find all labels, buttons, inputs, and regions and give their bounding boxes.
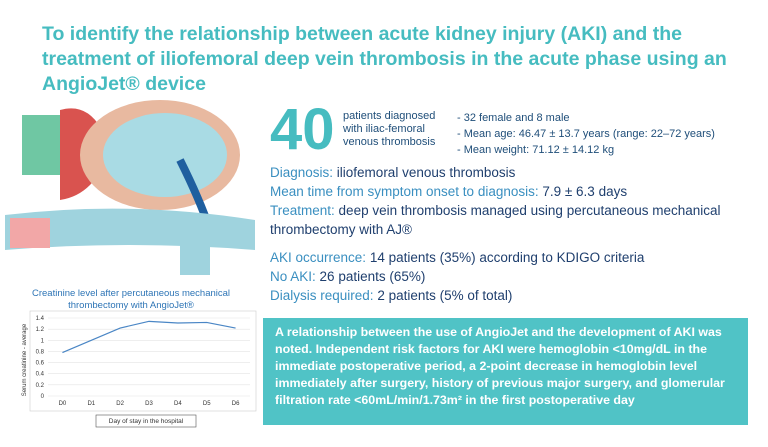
- x-tick-label: D6: [232, 401, 240, 407]
- y-tick-label: 0: [41, 394, 45, 400]
- y-tick-label: 0.2: [36, 383, 45, 389]
- fact-label: Dialysis required:: [270, 288, 374, 303]
- fact-label: No AKI:: [270, 269, 316, 284]
- x-tick-label: D2: [116, 401, 124, 407]
- facts: Diagnosis: iliofemoral venous thrombosis…: [270, 163, 740, 239]
- y-tick-label: 1.2: [36, 327, 45, 333]
- x-tick-label: D1: [87, 401, 95, 407]
- conclusion: A relationship between the use of AngioJ…: [263, 318, 748, 425]
- fact-value: deep vein thrombosis managed using percu…: [270, 203, 721, 237]
- y-tick-label: 1.4: [36, 316, 45, 322]
- fact-value: iliofemoral venous thrombosis: [336, 165, 516, 180]
- x-tick-label: D5: [203, 401, 211, 407]
- fact: Mean time from symptom onset to diagnosi…: [270, 182, 740, 201]
- patient-description: patients diagnosed with iliac-femoral ve…: [343, 110, 436, 148]
- x-tick-label: D3: [145, 401, 153, 407]
- fact-label: Diagnosis:: [270, 165, 334, 180]
- fact: Diagnosis: iliofemoral venous thrombosis: [270, 163, 740, 182]
- fact: Dialysis required: 2 patients (5% of tot…: [270, 286, 740, 305]
- fact-label: Treatment:: [270, 203, 335, 218]
- detail: - 32 female and 8 male: [457, 112, 570, 124]
- y-tick-label: 0.4: [36, 372, 45, 378]
- kidney-illustration: [5, 100, 255, 275]
- fact-label: AKI occurrence:: [270, 250, 367, 265]
- detail: - Mean weight: 71.12 ± 14.12 kg: [457, 144, 615, 156]
- detail: - Mean age: 46.47 ± 13.7 years (range: 2…: [457, 128, 715, 140]
- fact-value: 2 patients (5% of total): [377, 288, 513, 303]
- chart-title: Creatinine level after percutaneous mech…: [32, 288, 230, 311]
- y-tick-label: 0.8: [36, 349, 45, 355]
- y-tick-label: 1: [41, 338, 45, 344]
- y-axis-label: Serum creatinine - average: [22, 323, 28, 396]
- fact: Treatment: deep vein thrombosis managed …: [270, 201, 740, 239]
- line: [62, 320, 236, 354]
- fact: AKI occurrence: 14 patients (35%) accord…: [270, 248, 740, 267]
- fact-value: 26 patients (65%): [319, 269, 426, 284]
- outcomes: AKI occurrence: 14 patients (35%) accord…: [270, 248, 740, 305]
- patient-count: 40: [270, 97, 335, 162]
- fact-value: 14 patients (35%) according to KDIGO cri…: [369, 250, 645, 265]
- plot-frame: [29, 310, 257, 412]
- patient-details: - 32 female and 8 male - Mean age: 46.47 …: [457, 110, 715, 158]
- fact: No AKI: 26 patients (65%): [270, 267, 740, 286]
- x-axis-label: Day of stay in the hospital: [109, 418, 184, 425]
- title: To identify the relationship between acu…: [42, 23, 727, 95]
- x-tick-label: D0: [59, 401, 67, 407]
- x-tick-label: D4: [174, 401, 182, 407]
- fact-value: 7.9 ± 6.3 days: [542, 184, 628, 199]
- fact-label: Mean time from symptom onset to diagnosi…: [270, 184, 539, 199]
- chart: Creatinine level after percutaneous mech…: [22, 288, 257, 428]
- y-tick-label: 0.6: [36, 361, 45, 367]
